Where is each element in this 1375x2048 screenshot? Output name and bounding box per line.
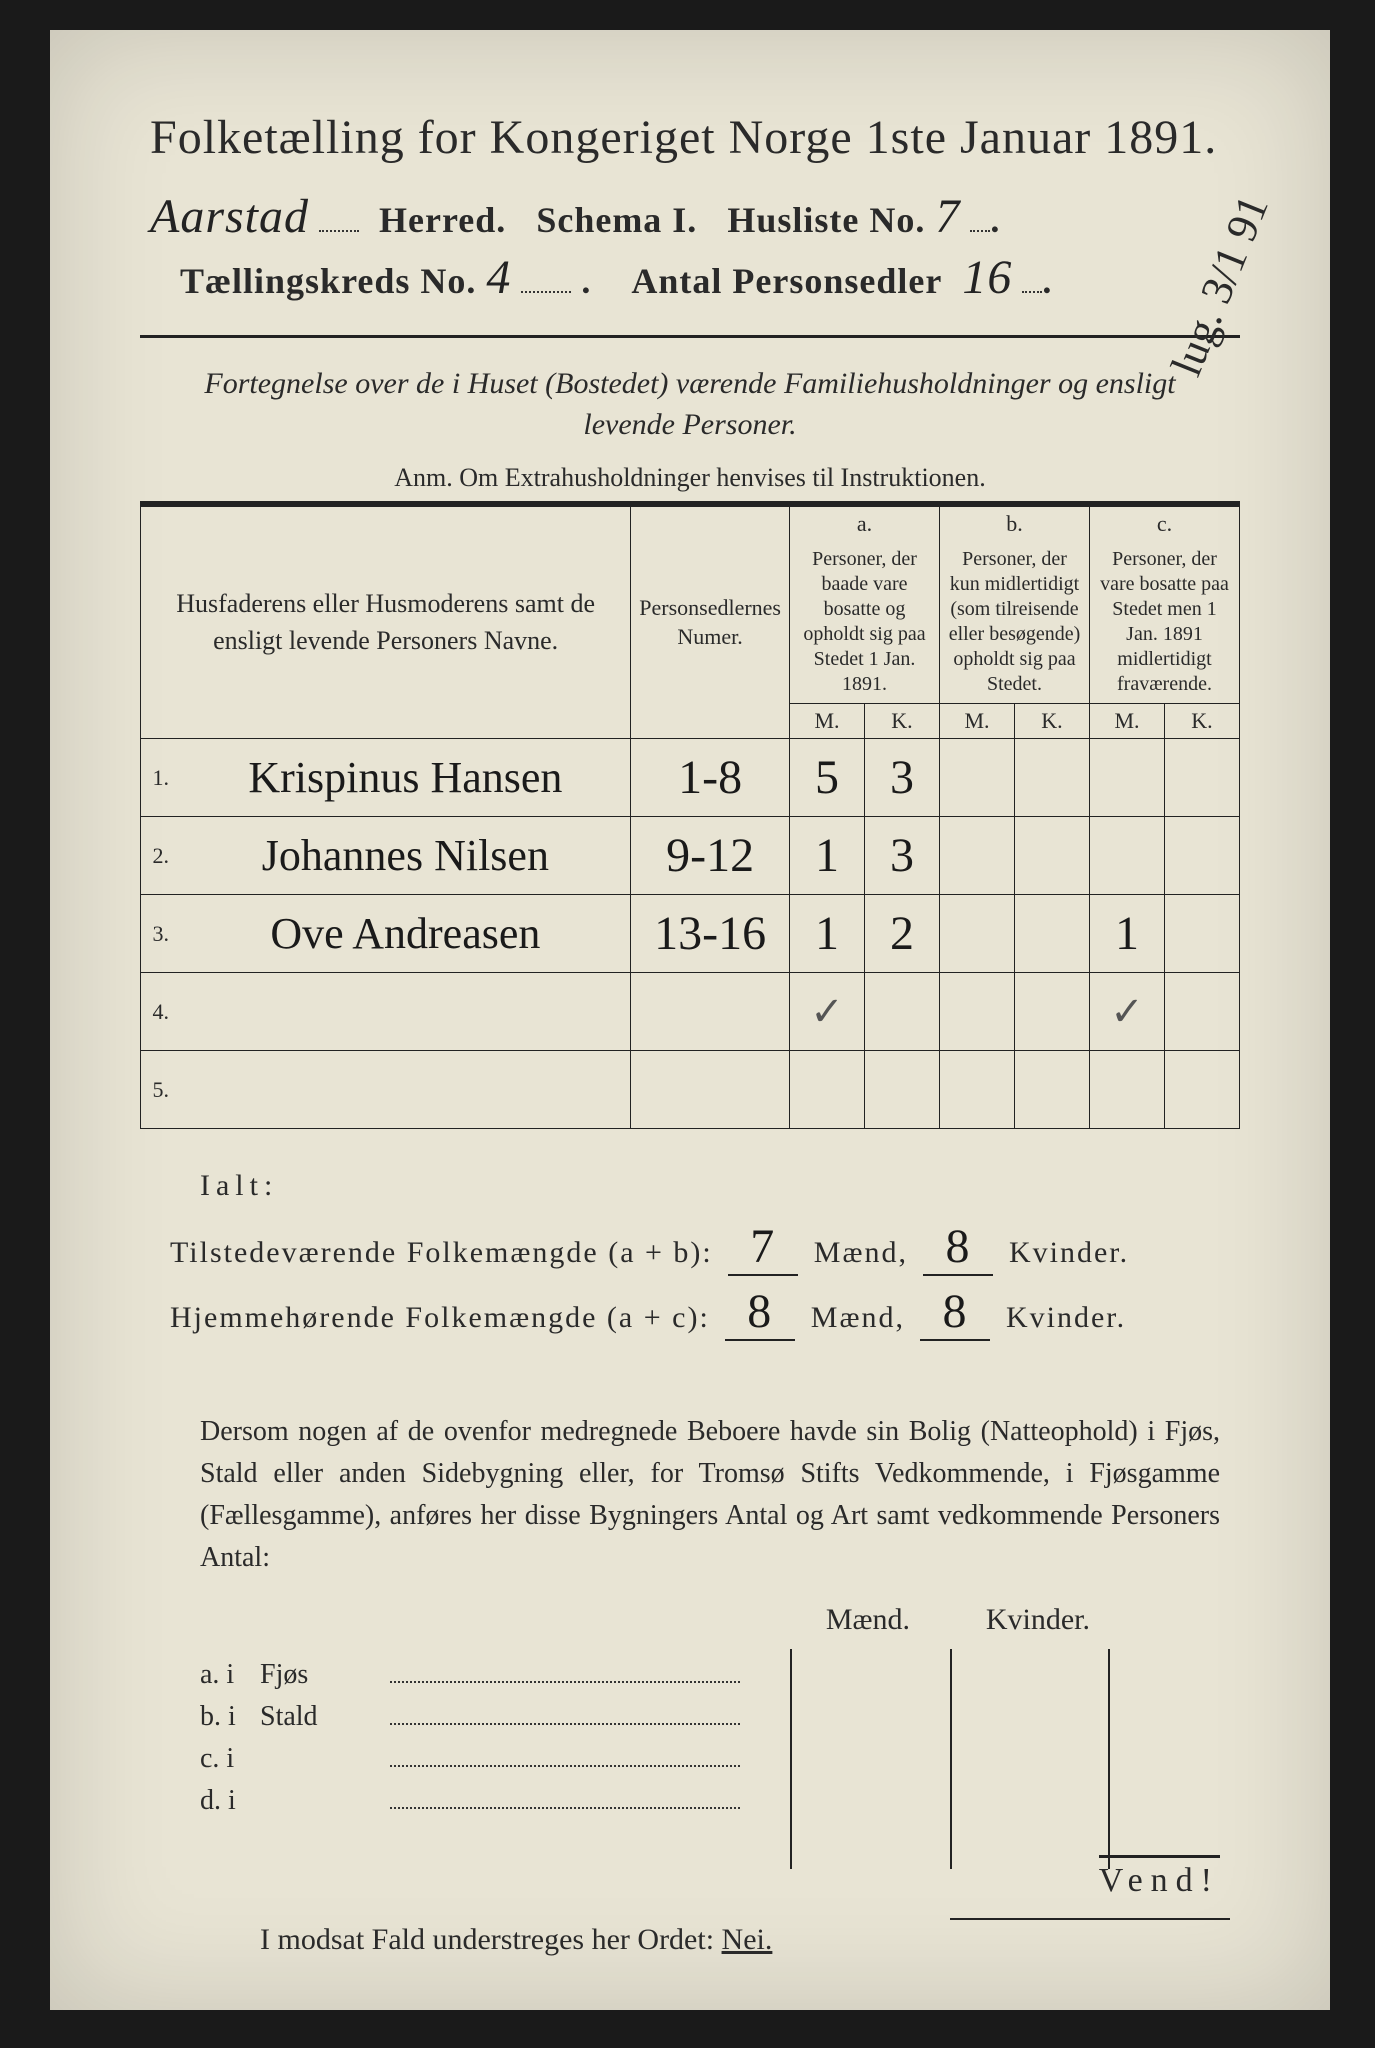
nei-line: I modsat Fald understreges her Ordet: Ne… (260, 1923, 1240, 1957)
col-b-text: Personer, der kun midlertidigt (som tilr… (940, 541, 1090, 704)
table-row: 1. Krispinus Hansen 1-8 5 3 (141, 739, 1240, 817)
b-k: K. (1015, 704, 1090, 739)
husliste-no: 7 (935, 190, 960, 243)
col-names-header: Husfaderens eller Husmoderens samt de en… (141, 507, 631, 739)
husliste-label: Husliste No. (727, 200, 925, 240)
antal-value: 16 (962, 251, 1012, 304)
table-row: 3. Ove Andreasen 13-16 1 2 1 (141, 895, 1240, 973)
anm-note: Anm. Om Extrahusholdninger henvises til … (140, 463, 1240, 493)
outbuild-row: a. i Fjøs (200, 1659, 760, 1691)
header-line-2: Aarstad Herred. Schema I. Husliste No. 7… (150, 189, 1240, 244)
c-m: M. (1090, 704, 1165, 739)
name-2: Johannes Nilsen (262, 831, 549, 880)
col-b-label: b. (940, 507, 1090, 542)
col-num-header: Personsedlernes Numer. (631, 507, 790, 739)
a-k: K. (865, 704, 940, 739)
census-form-page: lug. 3/1 91 Folketælling for Kongeriget … (50, 30, 1330, 2010)
household-table: Husfaderens eller Husmoderens samt de en… (140, 506, 1240, 1129)
ialt-label: Ialt: (200, 1169, 1240, 1203)
table-row: 2. Johannes Nilsen 9-12 1 3 (141, 817, 1240, 895)
antal-label: Antal Personsedler (631, 261, 942, 301)
header-line-3: Tællingskreds No. 4 . Antal Personsedler… (150, 250, 1240, 305)
col-c-text: Personer, der vare bosatte paa Stedet me… (1090, 541, 1240, 704)
col-c-label: c. (1090, 507, 1240, 542)
b-m: M. (940, 704, 1015, 739)
name-3: Ove Andreasen (270, 909, 540, 958)
outbuilding-paragraph: Dersom nogen af de ovenfor medregnede Be… (200, 1411, 1220, 1579)
total-resident: Hjemmehørende Folkemængde (a + c): 8 Mæn… (170, 1284, 1240, 1341)
table-row: 4. ✓ ✓ (141, 973, 1240, 1051)
maend-header: Mænd. (826, 1603, 910, 1637)
kvinder-header: Kvinder. (986, 1603, 1090, 1637)
form-title: Folketælling for Kongeriget Norge 1ste J… (150, 110, 1240, 165)
table-row: 5. (141, 1051, 1240, 1129)
a-m: M. (790, 704, 865, 739)
kreds-no: 4 (486, 251, 511, 304)
col-a-text: Personer, der baade vare bosatte og opho… (790, 541, 940, 704)
subtitle: Fortegnelse over de i Huset (Bostedet) v… (180, 364, 1200, 445)
schema-label: Schema I. (536, 200, 697, 240)
vend-label: Vend! (1099, 1855, 1220, 1900)
name-1: Krispinus Hansen (248, 753, 562, 802)
nei-word: Nei. (722, 1923, 773, 1956)
total-present: Tilstedeværende Folkemængde (a + b): 7 M… (170, 1219, 1240, 1276)
c-k: K. (1165, 704, 1240, 739)
outbuild-row: c. i (200, 1743, 760, 1775)
col-a-label: a. (790, 507, 940, 542)
herred-label: Herred. (379, 200, 506, 240)
herred-handwritten: Aarstad (150, 190, 309, 243)
outbuild-row: b. i Stald (200, 1701, 760, 1733)
signature-rule (950, 1918, 1230, 1920)
kreds-label: Tællingskreds No. (180, 261, 476, 301)
outbuild-row: d. i (200, 1785, 760, 1817)
rule-1 (140, 335, 1240, 338)
